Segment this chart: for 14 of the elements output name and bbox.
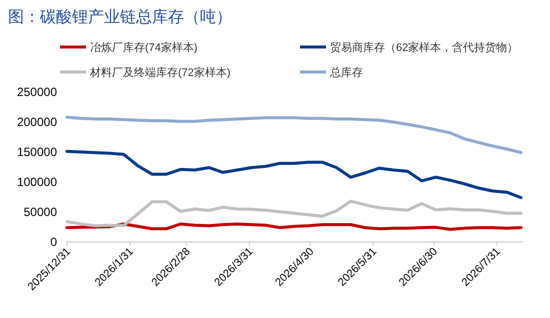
- legend-label: 总库存: [329, 66, 363, 79]
- y-tick-label: 100000: [16, 175, 58, 189]
- y-tick-label: 150000: [16, 145, 58, 159]
- chart-title: 图：碳酸锂产业链总库存（吨）: [8, 8, 232, 26]
- y-tick-label: 200000: [16, 115, 58, 129]
- legend-label: 材料厂及终端库存(72家样本): [89, 66, 231, 79]
- line-series: [66, 116, 522, 154]
- legend-label: 冶炼厂库存(74家样本): [90, 41, 198, 54]
- line-series: [66, 200, 522, 228]
- y-tick-label: 0: [50, 235, 58, 249]
- line-series: [66, 150, 522, 200]
- y-tick-label: 250000: [16, 85, 58, 99]
- legend-label: 贸易商库存（62家样本，含代持货物）: [330, 41, 518, 54]
- y-tick-label: 50000: [24, 205, 58, 219]
